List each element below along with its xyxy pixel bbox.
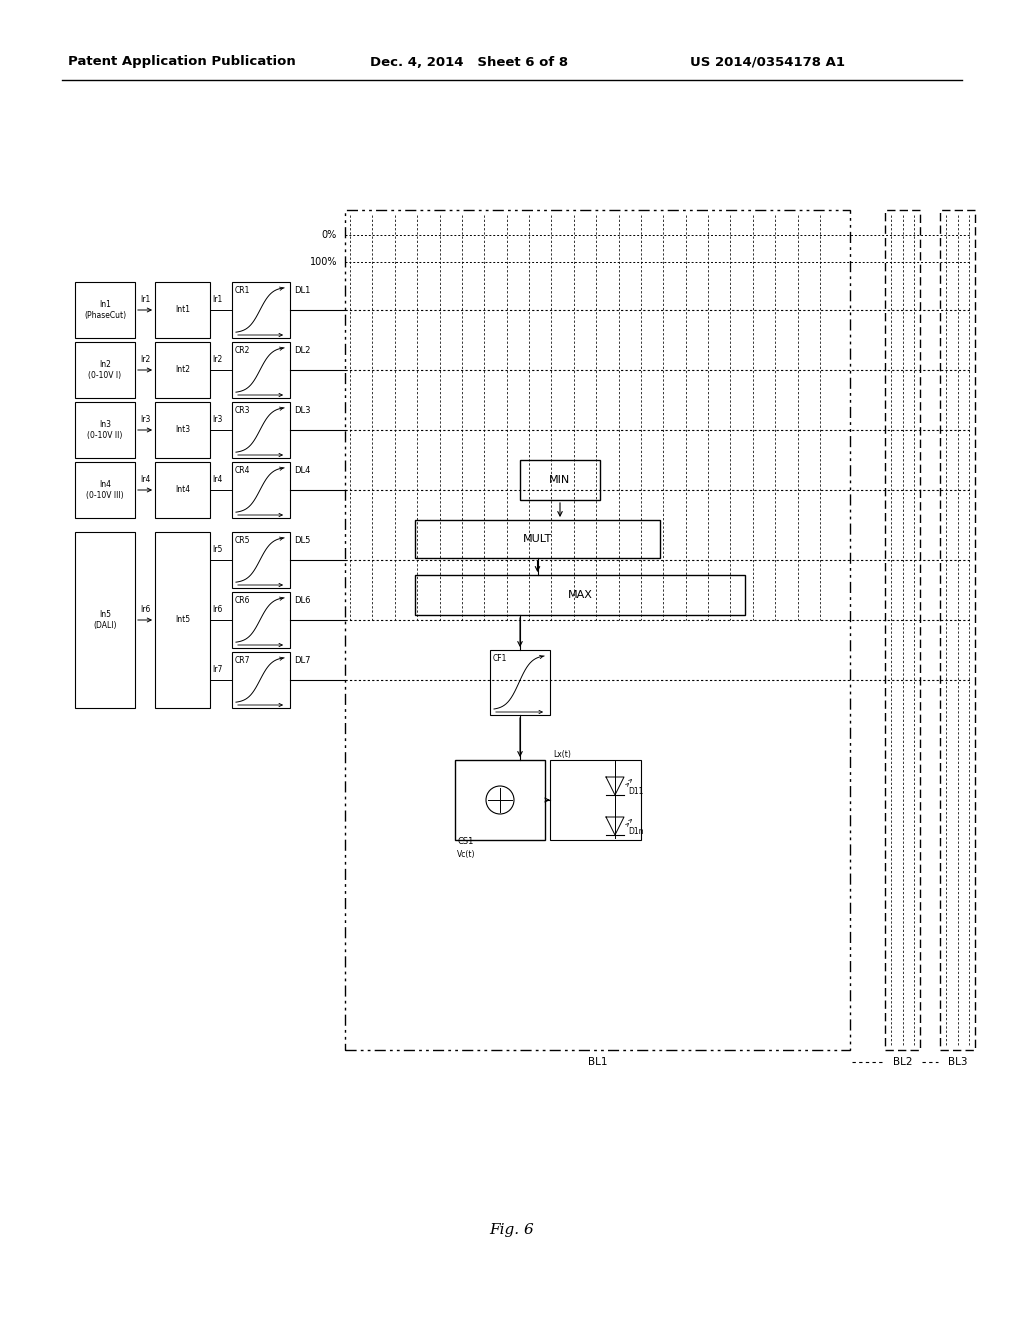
Text: Ir7: Ir7 (212, 665, 222, 675)
Text: Int1: Int1 (175, 305, 190, 314)
Text: MIN: MIN (549, 475, 570, 484)
Text: Ir3: Ir3 (140, 414, 151, 424)
Text: BL1: BL1 (588, 1057, 607, 1067)
Text: CR4: CR4 (234, 466, 251, 475)
Text: In3
(0-10V II): In3 (0-10V II) (87, 420, 123, 440)
Text: Ir2: Ir2 (140, 355, 151, 364)
Text: BL3: BL3 (948, 1057, 968, 1067)
Text: In5
(DALI): In5 (DALI) (93, 610, 117, 630)
Text: CR3: CR3 (234, 407, 251, 414)
Text: Ir6: Ir6 (140, 605, 151, 614)
Text: MULT: MULT (523, 535, 552, 544)
Bar (232, 532, 290, 587)
Bar (520, 459, 600, 500)
Text: DL1: DL1 (294, 286, 310, 294)
Text: MAX: MAX (567, 590, 593, 601)
Text: Ir1: Ir1 (212, 294, 222, 304)
Text: Ir1: Ir1 (140, 294, 151, 304)
Text: Int4: Int4 (175, 486, 190, 495)
Bar (940, 210, 975, 1049)
Text: US 2014/0354178 A1: US 2014/0354178 A1 (690, 55, 845, 69)
Text: CR2: CR2 (234, 346, 251, 355)
Bar (155, 403, 210, 458)
Bar (232, 282, 290, 338)
Bar (155, 342, 210, 399)
Bar (75, 403, 135, 458)
Text: CR1: CR1 (234, 286, 251, 294)
Bar (550, 760, 641, 840)
Bar (415, 520, 660, 558)
Text: BL2: BL2 (893, 1057, 912, 1067)
Text: CR7: CR7 (234, 656, 251, 665)
Bar (155, 282, 210, 338)
Text: In1
(PhaseCut): In1 (PhaseCut) (84, 300, 126, 319)
Text: CR6: CR6 (234, 597, 251, 605)
Text: CF1: CF1 (493, 653, 507, 663)
Text: In4
(0-10V III): In4 (0-10V III) (86, 480, 124, 500)
Text: CS1: CS1 (457, 837, 473, 846)
Bar (75, 462, 135, 517)
Text: Lx(t): Lx(t) (553, 750, 570, 759)
Text: DL4: DL4 (294, 466, 310, 475)
Text: DL2: DL2 (294, 346, 310, 355)
Bar (232, 342, 290, 399)
Bar (345, 210, 850, 1049)
Text: DL5: DL5 (294, 536, 310, 545)
Bar (415, 576, 745, 615)
Text: 0%: 0% (322, 230, 337, 240)
Text: D1n: D1n (628, 826, 643, 836)
Text: Fig. 6: Fig. 6 (489, 1224, 535, 1237)
Bar (232, 403, 290, 458)
Bar (885, 210, 920, 1049)
Text: Int2: Int2 (175, 366, 190, 375)
Bar (455, 760, 545, 840)
Text: DL6: DL6 (294, 597, 310, 605)
Text: Int3: Int3 (175, 425, 190, 434)
Bar (75, 342, 135, 399)
Bar (155, 462, 210, 517)
Bar (75, 532, 135, 708)
Bar (232, 591, 290, 648)
Text: DL3: DL3 (294, 407, 310, 414)
Text: Patent Application Publication: Patent Application Publication (68, 55, 296, 69)
Text: Ir4: Ir4 (212, 475, 222, 484)
Text: Ir6: Ir6 (212, 605, 222, 614)
Bar (155, 532, 210, 708)
Text: 100%: 100% (309, 257, 337, 267)
Text: DL7: DL7 (294, 656, 310, 665)
Bar (232, 652, 290, 708)
Bar (490, 649, 550, 715)
Text: Ir3: Ir3 (212, 414, 222, 424)
Text: Ir2: Ir2 (212, 355, 222, 364)
Text: In2
(0-10V I): In2 (0-10V I) (88, 360, 122, 380)
Text: Dec. 4, 2014   Sheet 6 of 8: Dec. 4, 2014 Sheet 6 of 8 (370, 55, 568, 69)
Text: Ir4: Ir4 (140, 475, 151, 484)
Text: CR5: CR5 (234, 536, 251, 545)
Text: Vc(t): Vc(t) (457, 850, 475, 859)
Text: Int5: Int5 (175, 615, 190, 624)
Text: D11: D11 (628, 787, 643, 796)
Text: Ir5: Ir5 (212, 545, 222, 554)
Bar (232, 462, 290, 517)
Bar (75, 282, 135, 338)
